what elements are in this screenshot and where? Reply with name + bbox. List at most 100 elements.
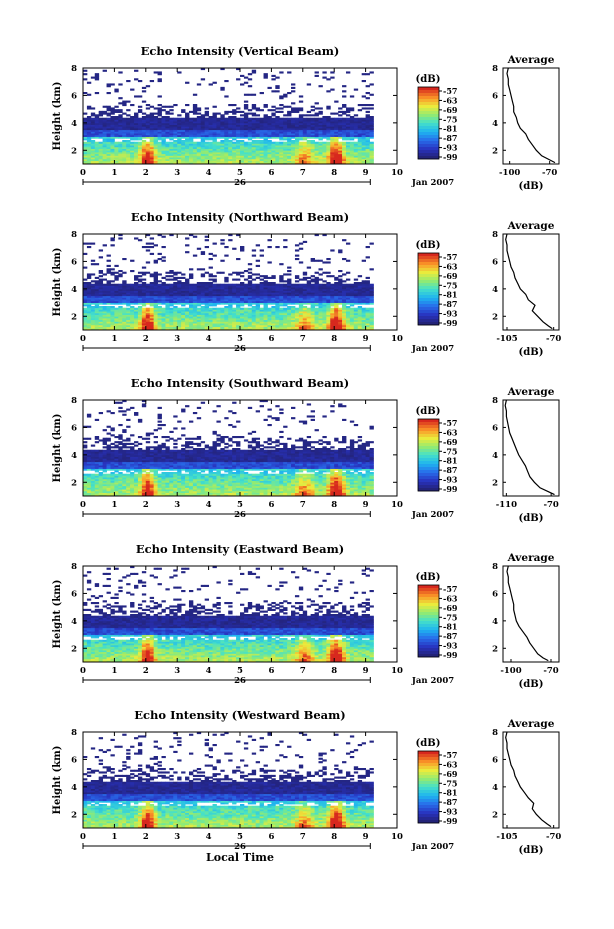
heatmap-cell — [110, 321, 115, 324]
heatmap-cell — [228, 122, 233, 125]
heatmap-cell — [232, 287, 237, 290]
heatmap-cell — [349, 138, 355, 141]
heatmap-cell — [102, 312, 107, 315]
heatmap-cell — [130, 270, 135, 273]
colorbar-segment — [418, 129, 439, 133]
heatmap-cell — [90, 152, 96, 155]
heatmap-cell — [126, 143, 131, 146]
heatmap-cell — [90, 294, 96, 297]
heatmap-cell — [145, 300, 151, 303]
heatmap-cell — [338, 152, 343, 155]
heatmap-cell — [216, 148, 221, 151]
heatmap-cell — [196, 145, 202, 148]
heatmap-cell — [134, 136, 139, 139]
heatmap-cell — [90, 318, 96, 321]
heatmap-cell — [141, 312, 147, 315]
heatmap-cell — [141, 122, 147, 125]
heatmap-cell — [318, 295, 323, 298]
heatmap-cell — [141, 297, 147, 300]
heatmap-cell — [161, 148, 166, 151]
heatmap-cell — [247, 141, 253, 144]
heatmap-cell — [255, 283, 261, 286]
heatmap-cell — [243, 157, 249, 160]
heatmap-cell — [106, 326, 111, 329]
heatmap-cell — [83, 478, 88, 481]
heatmap-cell — [306, 309, 312, 312]
heatmap-cell — [302, 150, 308, 153]
heatmap-cell — [181, 283, 186, 286]
heatmap-cell — [334, 326, 339, 329]
heatmap-cell — [106, 489, 111, 492]
heatmap-cell — [153, 288, 158, 291]
heatmap-cell — [153, 116, 158, 119]
heatmap-cell — [122, 282, 127, 285]
heatmap-cell — [86, 162, 92, 165]
heatmap-cell — [310, 299, 315, 302]
heatmap-cell — [353, 307, 359, 310]
heatmap-cell — [177, 288, 182, 291]
heatmap-cell — [83, 145, 88, 148]
heatmap-cell — [185, 162, 190, 165]
heatmap-cell — [200, 318, 206, 321]
heatmap-cell — [310, 304, 315, 307]
heatmap-cell — [361, 158, 367, 161]
heatmap-cell — [149, 275, 155, 278]
average-y-tick-label: 8 — [492, 64, 498, 74]
heatmap-cell — [240, 316, 245, 319]
heatmap-cell — [263, 294, 268, 297]
heatmap-cell — [275, 283, 280, 286]
heatmap-cell — [118, 283, 123, 286]
heatmap-cell — [177, 271, 182, 274]
heatmap-cell — [165, 294, 170, 297]
heatmap-cell — [181, 323, 186, 326]
heatmap-cell — [275, 324, 280, 327]
average-x-tick-label: -70 — [542, 168, 557, 178]
heatmap-cell — [298, 321, 304, 324]
heatmap-cell — [110, 463, 115, 466]
heatmap-cell — [86, 484, 92, 487]
heatmap-cell — [291, 143, 296, 146]
heatmap-cell — [310, 297, 315, 300]
heatmap-cell — [83, 128, 88, 131]
heatmap-cell — [365, 292, 370, 295]
heatmap-cell — [349, 307, 355, 310]
heatmap-cell — [157, 162, 162, 165]
heatmap-cell — [169, 117, 174, 120]
heatmap-cell — [208, 290, 213, 293]
heatmap-cell — [369, 148, 374, 151]
heatmap-cell — [243, 76, 249, 79]
heatmap-cell — [330, 307, 335, 310]
heatmap-cell — [106, 465, 111, 468]
heatmap-cell — [185, 117, 190, 120]
heatmap-cell — [83, 153, 88, 156]
heatmap-cell — [173, 273, 178, 276]
heatmap-cell — [243, 318, 249, 321]
heatmap-cell — [267, 86, 272, 89]
heatmap-cell — [228, 129, 233, 132]
heatmap-cell — [267, 155, 272, 158]
average-y-tick-label: 4 — [492, 119, 498, 129]
heatmap-cell — [114, 131, 119, 134]
heatmap-cell — [318, 126, 323, 129]
heatmap-cell — [342, 153, 347, 156]
heatmap-cell — [291, 157, 296, 160]
heatmap-cell — [153, 323, 158, 326]
heatmap-cell — [271, 134, 276, 137]
heatmap-cell — [188, 297, 194, 300]
heatmap-cell — [137, 110, 143, 113]
heatmap-cell — [298, 318, 304, 321]
heatmap-cell — [357, 122, 363, 125]
heatmap-cell — [188, 128, 194, 131]
heatmap-cell — [216, 122, 221, 125]
heatmap-cell — [208, 282, 213, 285]
heatmap-cell — [153, 140, 158, 143]
heatmap-cell — [192, 136, 198, 139]
heatmap-cell — [283, 145, 288, 148]
heatmap-cell — [326, 136, 331, 139]
heatmap-cell — [353, 300, 359, 303]
heatmap-cell — [141, 141, 147, 144]
heatmap-cell — [106, 128, 111, 131]
heatmap-cell — [165, 290, 170, 293]
heatmap-cell — [255, 244, 261, 247]
heatmap-cell — [106, 292, 111, 295]
